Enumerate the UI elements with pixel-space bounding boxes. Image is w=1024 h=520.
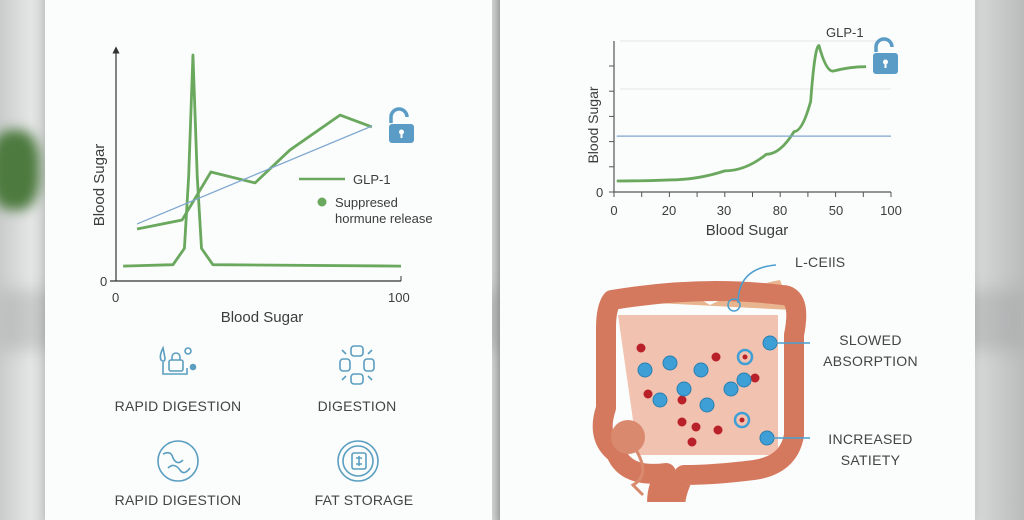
red-cell [713,425,723,435]
left-panel [45,0,492,520]
y-axis-label: Blood Sugar [585,86,601,163]
red-cell [636,343,646,353]
legend-label-glp1: GLP-1 [353,172,391,187]
feature-label: FAT STORAGE [314,492,414,508]
slowed-absorption-label: SLOWED ABSORPTION [818,330,923,372]
red-cell [687,437,697,447]
series-label-glp1: GLP-1 [826,25,864,40]
label-line: INCREASED [828,431,913,447]
label-line: SLOWED [839,332,902,348]
lcell-marker [727,298,741,312]
series-line-secondary [123,53,402,268]
cells [636,335,778,447]
red-cell [750,373,760,383]
legend-label-suppressed: Suppresed [335,195,398,210]
legend-label-release: hormune release [335,211,433,226]
unlocked-padlock-icon [389,107,414,143]
x-tick-label: 100 [388,290,410,305]
fat-cell-circle-icon [337,440,379,482]
red-cell [677,395,687,405]
x-axis-label: Blood Sugar [221,309,304,326]
blue-cell [637,362,653,378]
blue-cell [652,392,668,408]
x-tick-label: 0 [112,290,119,305]
series-line-glp-1 [136,113,373,231]
x-tick-label: 30 [717,203,731,218]
infographic-canvas: 0 0 100 Blood Sugar Blood Sugar GLP-1 Su… [91,25,902,502]
x-tick-label: 50 [829,203,843,218]
blue-cell [762,335,778,351]
x-tick-label: 80 [773,203,787,218]
red-cell [711,352,721,362]
red-cell [677,417,687,427]
series-line-reference [136,125,373,225]
unlocked-padlock-icon [873,37,898,74]
y-tick-label: 0 [596,185,603,200]
blue-cell [693,362,709,378]
arrow-out [630,449,645,497]
blue-cell [662,355,678,371]
background-plant [0,130,40,210]
y-axis-label: Blood Sugar [91,144,108,227]
x-tick-label: 100 [880,203,902,218]
drop-lock-icon [159,345,197,375]
intestine-circle-icon [157,440,199,482]
blue-cell [736,372,752,388]
red-cell [691,422,701,432]
axis-ticks [609,65,892,197]
feature-label: RAPID DIGESTION [114,398,242,414]
legend: GLP-1 Suppresed hormune release [299,172,433,226]
series-line-glp-1 [616,44,867,183]
feature-label: RAPID DIGESTION [114,492,242,508]
lcells-leader [737,264,777,304]
l-cell-core [739,417,745,423]
blue-cell [723,381,739,397]
blue-cell [676,381,692,397]
left-chart: 0 0 100 Blood Sugar Blood Sugar GLP-1 Su… [91,46,433,326]
label-line: ABSORPTION [823,353,918,369]
y-tick-label: 0 [100,274,107,289]
x-axis-label: Blood Sugar [706,222,789,239]
increased-satiety-label: INCREASED SATIETY [818,429,923,471]
appendix-pouch [611,420,645,454]
right-chart: 0 0 20 30 80 50 100 Blood Sugar Blood Su… [585,25,902,239]
legend-dot-swatch [317,197,327,207]
l-cell-core [742,354,748,360]
l-cell [733,411,751,429]
label-line: SATIETY [840,452,901,468]
lcells-label: L-CEIlS [795,254,846,270]
x-tick-label: 0 [610,203,617,218]
intestine-illustration [592,264,810,502]
red-cell [643,389,653,399]
cross-compress-icon [339,345,375,385]
small-intestine [618,315,778,455]
x-tick-label: 20 [662,203,676,218]
large-intestine [592,281,807,502]
l-cell [736,348,754,366]
feature-label: DIGESTION [317,398,397,414]
blue-cell [699,397,715,413]
